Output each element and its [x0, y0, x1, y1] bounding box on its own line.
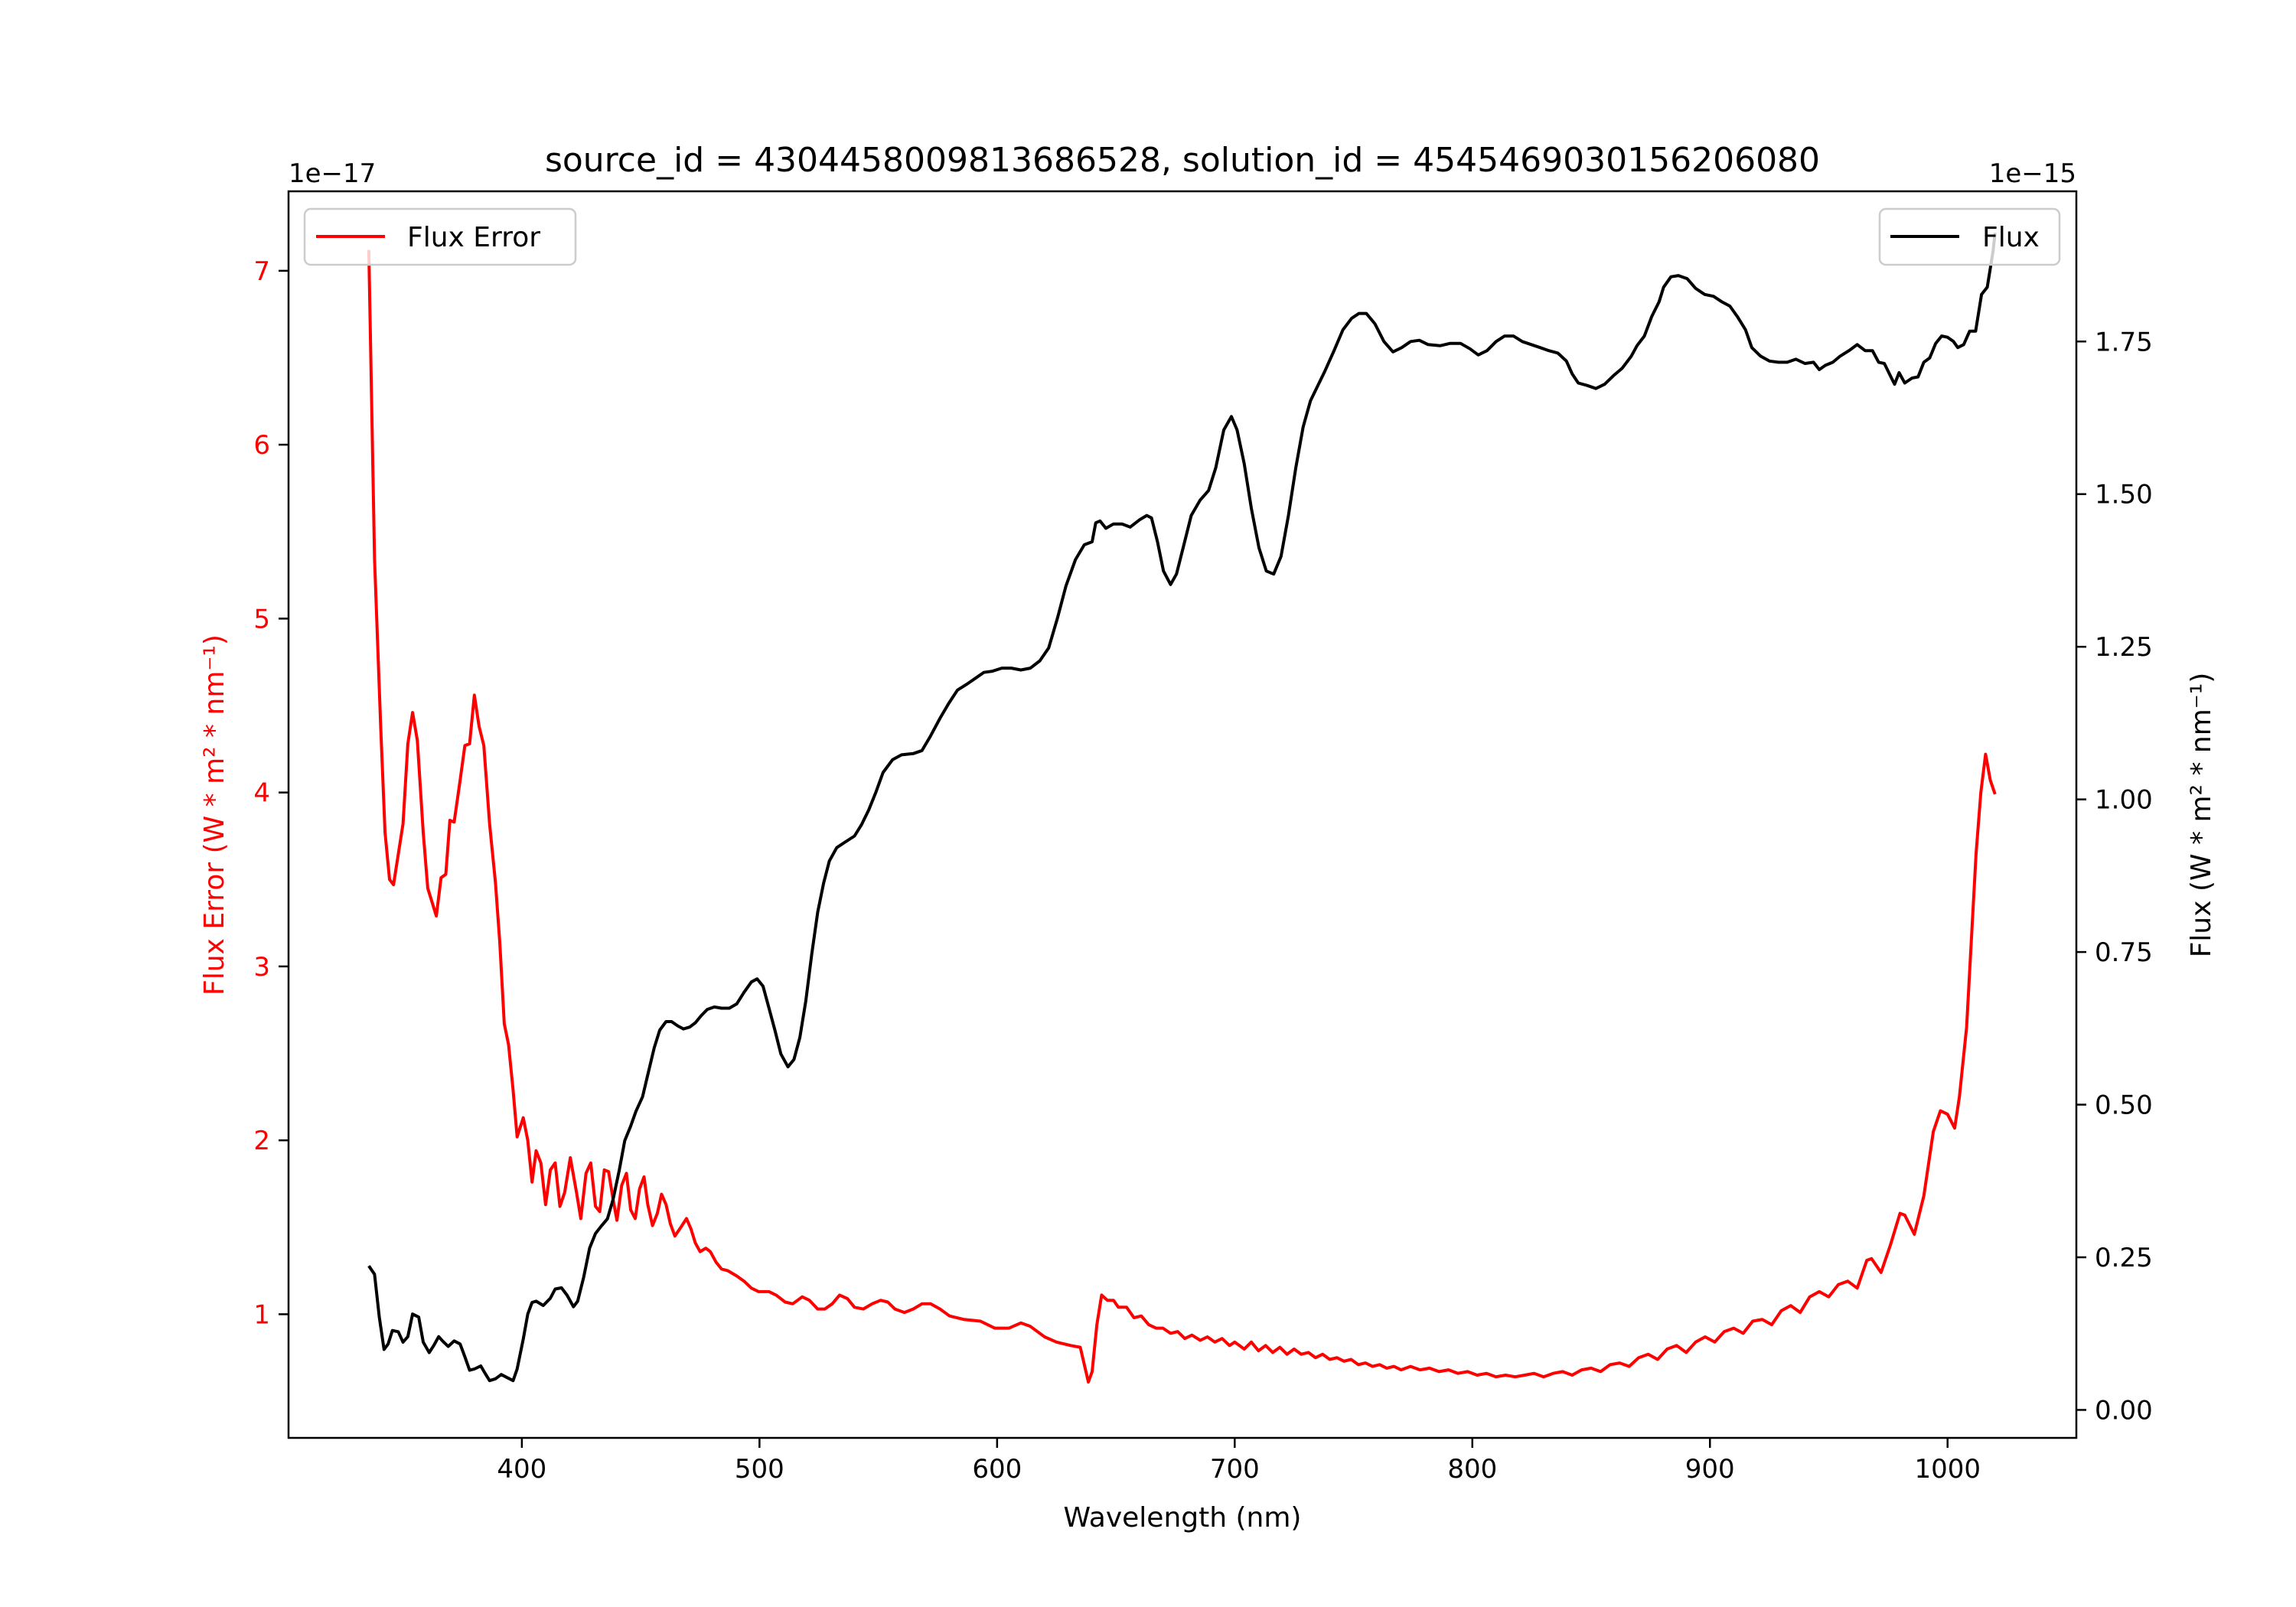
left-offset-text: 1e−17 — [289, 158, 376, 189]
series-line-flux — [367, 233, 1997, 1383]
right-y-tick-label: 1.00 — [2095, 785, 2153, 816]
axes-frame — [287, 190, 2078, 1439]
legend-label-flux: Flux — [1982, 222, 2040, 253]
x-tick-label: 500 — [735, 1454, 784, 1485]
x-tick-label: 600 — [972, 1454, 1022, 1485]
legend-label-flux-error: Flux Error — [407, 222, 540, 253]
x-tick-label: 1000 — [1914, 1454, 1981, 1485]
left-y-tick-label: 6 — [253, 430, 270, 461]
series-line-flux-error — [367, 249, 1997, 1384]
left-y-tick-label: 5 — [253, 604, 270, 634]
right-y-tick-label: 0.25 — [2095, 1243, 2153, 1273]
x-tick-label: 900 — [1685, 1454, 1735, 1485]
right-y-tick-label: 1.25 — [2095, 632, 2153, 663]
x-tick-label: 400 — [497, 1454, 546, 1485]
right-y-tick-label: 0.75 — [2095, 937, 2153, 968]
left-y-tick-label: 4 — [253, 778, 270, 809]
series-layer — [367, 233, 1997, 1384]
legend-frame — [303, 207, 577, 266]
x-tick-label: 700 — [1210, 1454, 1260, 1485]
legend-flux-error: Flux Error — [303, 207, 577, 266]
right-y-tick-label: 0.00 — [2095, 1395, 2153, 1426]
left-y-tick-label: 2 — [253, 1126, 270, 1156]
right-y-tick-label: 0.50 — [2095, 1090, 2153, 1121]
right-offset-text: 1e−15 — [1989, 158, 2076, 189]
legend-flux: Flux — [1878, 207, 2061, 266]
left-y-tick-label: 7 — [253, 256, 270, 287]
x-axis-label: Wavelength (nm) — [1064, 1502, 1302, 1534]
legend-frame — [1878, 207, 2061, 266]
x-tick-label: 800 — [1447, 1454, 1497, 1485]
right-y-tick-label: 1.75 — [2095, 327, 2153, 357]
left-y-tick-label: 1 — [253, 1299, 270, 1330]
right-y-axis-label: Flux (W * m² * nm⁻¹) — [2186, 673, 2217, 958]
chart-title: source_id = 4304458009813686528, solutio… — [545, 141, 1820, 180]
ticks-layer: 400 500 600 700 800 900 1000 1 2 3 4 5 6 7 0.00 0.25 0.5… — [253, 256, 2152, 1485]
left-y-axis-label: Flux Error (W * m² * nm⁻¹) — [199, 634, 230, 996]
right-y-tick-label: 1.50 — [2095, 480, 2153, 510]
left-y-tick-label: 3 — [253, 952, 270, 983]
